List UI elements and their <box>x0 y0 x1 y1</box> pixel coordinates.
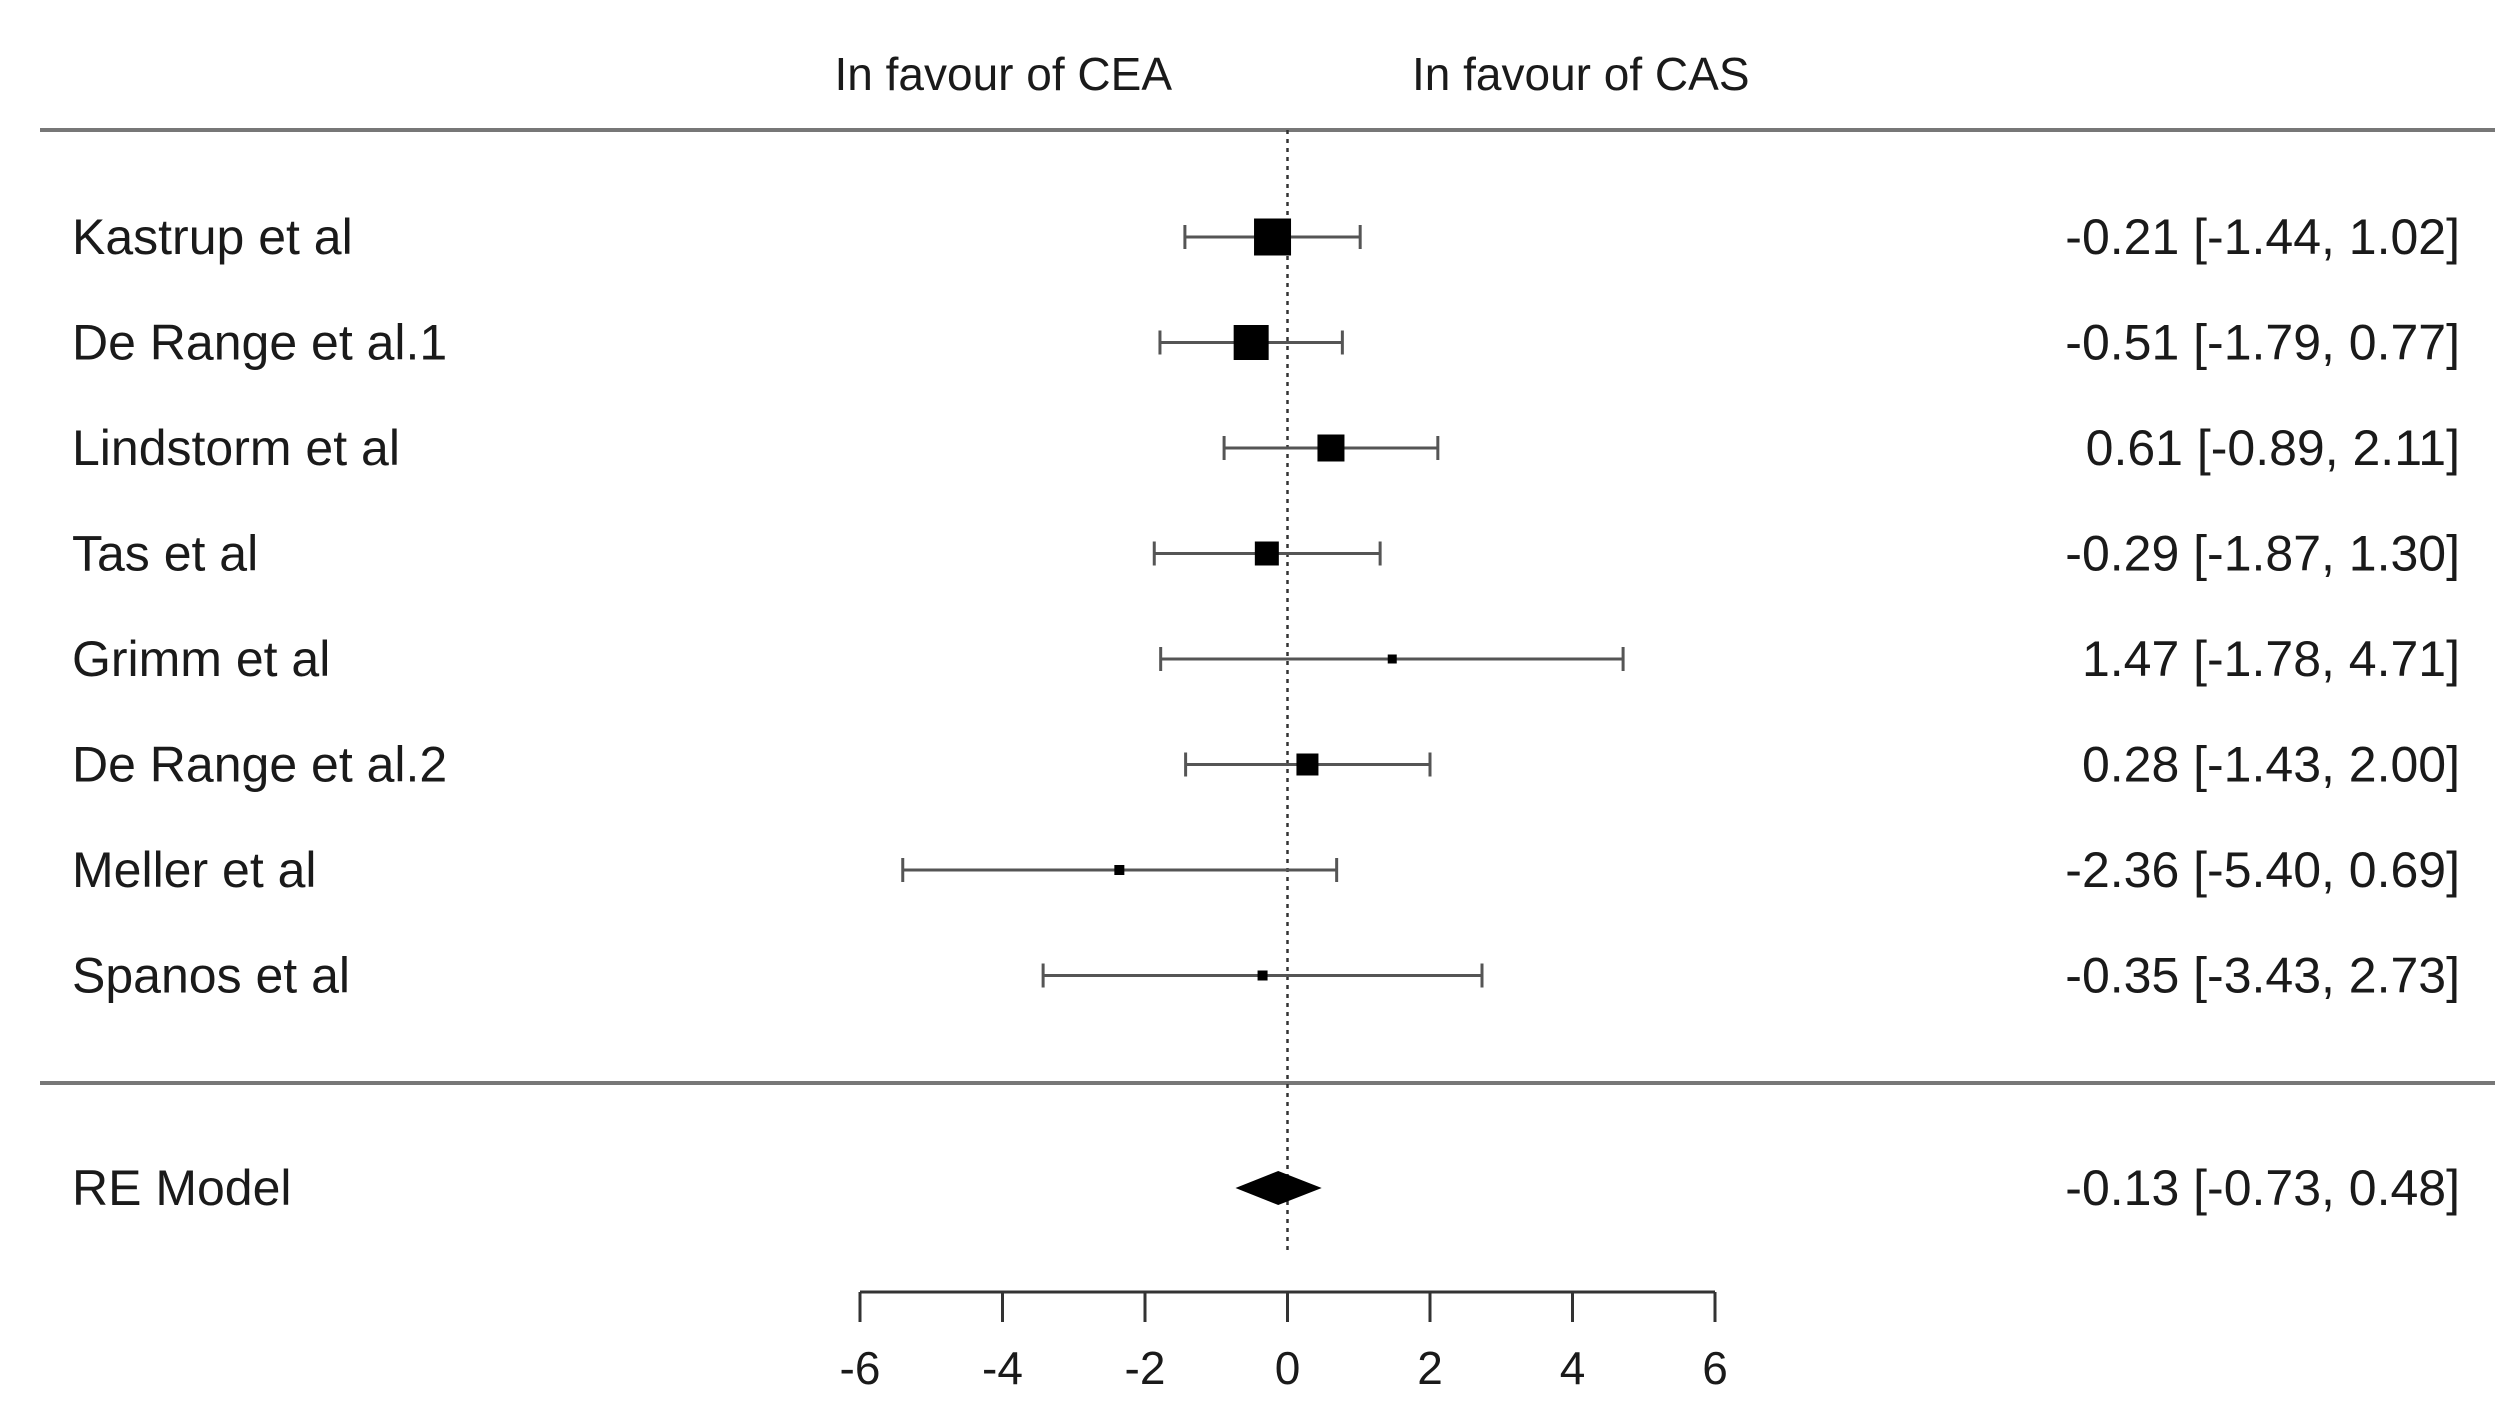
study-label: De Range et al.2 <box>72 737 447 793</box>
point-estimate-marker <box>1114 865 1125 875</box>
effect-size-text: 0.28 [-1.43, 2.00] <box>2082 737 2460 793</box>
effect-size-text: -0.51 [-1.79, 0.77] <box>2065 315 2460 371</box>
x-tick-label: 0 <box>1275 1342 1301 1394</box>
study-row: De Range et al.2 0.28 [-1.43, 2.00] <box>72 737 2460 793</box>
study-row: De Range et al.1 -0.51 [-1.79, 0.77] <box>72 315 2460 371</box>
effect-size-text: 0.61 [-0.89, 2.11] <box>2086 420 2460 476</box>
study-row: Grimm et al 1.47 [-1.78, 4.71] <box>72 631 2460 687</box>
point-estimate-marker <box>1233 325 1269 360</box>
study-label: Spanos et al <box>72 948 350 1004</box>
effect-size-text: -0.21 [-1.44, 1.02] <box>2065 209 2460 265</box>
x-axis: -6 -4 -2 0 2 4 6 <box>840 1290 1728 1394</box>
x-tick-label: -2 <box>1125 1342 1166 1394</box>
header-favour-cas: In favour of CAS <box>1412 48 1750 100</box>
study-rows: Kastrup et al -0.21 [-1.44, 1.02] De Range… <box>72 209 2460 1004</box>
x-tick-label: -4 <box>982 1342 1023 1394</box>
study-label: Meller et al <box>72 842 317 898</box>
study-row: Tas et al -0.29 [-1.87, 1.30] <box>72 526 2460 582</box>
summary-diamond <box>1235 1171 1322 1205</box>
study-label: Grimm et al <box>72 631 330 687</box>
x-tick-label: -6 <box>840 1342 881 1394</box>
summary-row: RE Model -0.13 [-0.73, 0.48] <box>72 1160 2460 1216</box>
effect-size-text: -0.29 [-1.87, 1.30] <box>2065 526 2460 582</box>
study-row: Kastrup et al -0.21 [-1.44, 1.02] <box>72 209 2460 265</box>
header-favour-cea: In favour of CEA <box>835 48 1173 100</box>
study-row: Meller et al -2.36 [-5.40, 0.69] <box>72 842 2460 898</box>
point-estimate-marker <box>1387 654 1397 664</box>
effect-size-text: -0.35 [-3.43, 2.73] <box>2065 948 2460 1004</box>
study-label: De Range et al.1 <box>72 315 447 371</box>
effect-size-text: -2.36 [-5.40, 0.69] <box>2065 842 2460 898</box>
x-tick-label: 2 <box>1417 1342 1443 1394</box>
point-estimate-marker <box>1257 970 1268 981</box>
summary-label: RE Model <box>72 1160 292 1216</box>
effect-size-text: 1.47 [-1.78, 4.71] <box>2082 631 2460 687</box>
summary-effect-text: -0.13 [-0.73, 0.48] <box>2065 1160 2460 1216</box>
x-tick-label: 6 <box>1702 1342 1728 1394</box>
study-label: Kastrup et al <box>72 209 353 265</box>
study-row: Lindstorm et al 0.61 [-0.89, 2.11] <box>72 420 2460 476</box>
x-tick-label: 4 <box>1560 1342 1586 1394</box>
point-estimate-marker <box>1317 434 1345 462</box>
point-estimate-marker <box>1296 753 1319 776</box>
point-estimate-marker <box>1254 541 1279 566</box>
study-row: Spanos et al -0.35 [-3.43, 2.73] <box>72 948 2460 1004</box>
point-estimate-marker <box>1254 218 1292 256</box>
study-label: Tas et al <box>72 526 258 582</box>
study-label: Lindstorm et al <box>72 420 400 476</box>
